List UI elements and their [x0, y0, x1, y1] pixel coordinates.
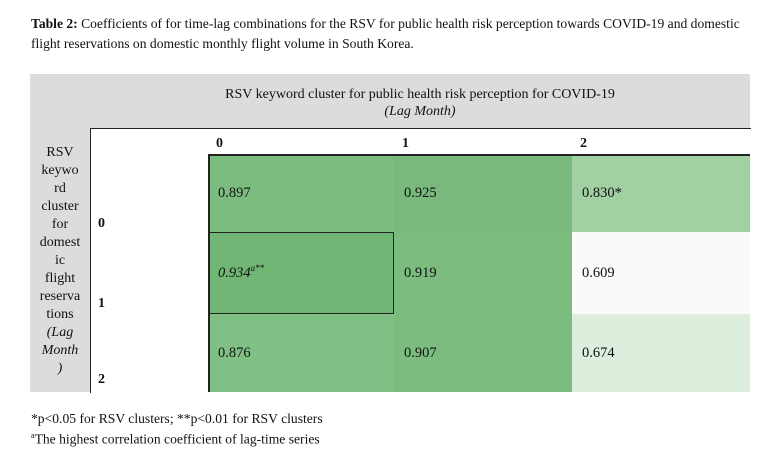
row-label-line: flight: [44, 271, 76, 286]
row-header-2: 2: [98, 372, 105, 387]
footnote-significance: *p<0.05 for RSV clusters; **p<0.01 for R…: [31, 411, 323, 426]
column-group-subtitle: (Lag Month): [384, 104, 456, 119]
row-label-lag-line: (Lag: [46, 325, 74, 340]
row-label-line: RSV: [46, 145, 74, 160]
row-label-lag-line: Month: [41, 343, 79, 358]
footnote-highest: aThe highest correlation coefficient of …: [31, 431, 320, 447]
row-group-label: RSV keywo rd cluster for domest ic fligh…: [30, 144, 90, 378]
table-header-band: [30, 74, 750, 128]
table-cell: 0.609: [572, 232, 750, 314]
footnotes: *p<0.05 for RSV clusters; **p<0.01 for R…: [31, 410, 323, 448]
row-label-line: reserva: [39, 289, 81, 304]
correlation-table: RSV keyword cluster for public health ri…: [30, 74, 751, 393]
row-label-line: domest: [39, 235, 81, 250]
table-cell: 0.897: [208, 154, 394, 232]
row-label-lag-line: ): [57, 361, 63, 376]
row-label-line: cluster: [41, 199, 79, 214]
column-group-title: RSV keyword cluster for public health ri…: [225, 87, 615, 102]
table-cell: 0.876: [208, 314, 394, 392]
row-header-1: 1: [98, 296, 105, 311]
table-cell: 0.830*: [572, 154, 750, 232]
column-header-1: 1: [402, 136, 409, 151]
table-cell: 0.674: [572, 314, 750, 392]
table-cell-highlighted: 0.934 a**: [208, 232, 394, 314]
row-label-line: for: [51, 217, 69, 232]
row-label-line: rd: [54, 181, 66, 196]
table-caption: Table 2: Coefficients of for time-lag co…: [31, 14, 751, 54]
column-group-header: RSV keyword cluster for public health ri…: [90, 86, 750, 120]
caption-label: Table 2:: [31, 16, 78, 31]
table-cell: 0.919: [394, 232, 572, 314]
caption-text: Coefficients of for time-lag combination…: [31, 16, 740, 51]
row-header-0: 0: [98, 216, 105, 231]
row-label-line: keywo: [41, 163, 79, 178]
table-cell: 0.907: [394, 314, 572, 392]
table-cell: 0.925: [394, 154, 572, 232]
cell-superscript: a**: [250, 263, 265, 273]
column-header-2: 2: [580, 136, 587, 151]
footnote-superscript: a: [31, 431, 35, 440]
row-label-line: ic: [54, 253, 66, 268]
row-label-line: tions: [46, 307, 74, 322]
column-header-0: 0: [216, 136, 223, 151]
